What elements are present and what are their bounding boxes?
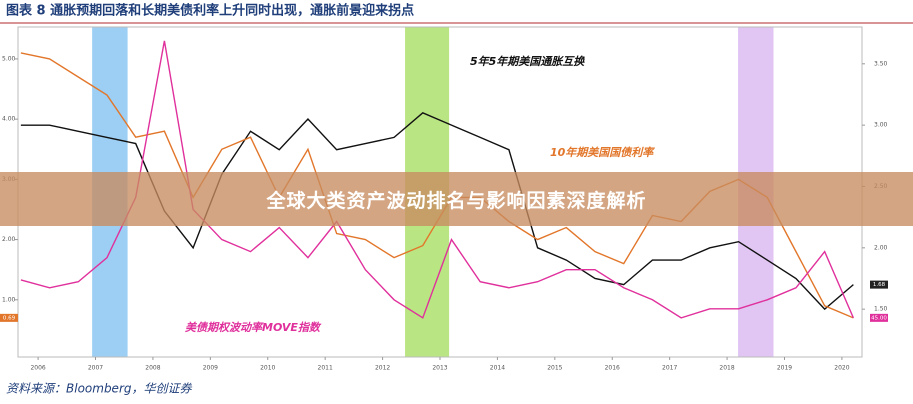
x-tick-label: 2013 xyxy=(432,365,447,372)
y2-tick-label: 2.00 xyxy=(874,244,888,251)
x-tick-label: 2020 xyxy=(834,365,849,372)
x-tick-label: 2009 xyxy=(203,365,218,372)
x-tick-label: 2011 xyxy=(318,365,333,372)
series-label: 5年5年期美国通胀互换 xyxy=(470,55,585,68)
x-tick-label: 2014 xyxy=(490,365,505,372)
x-tick-label: 2006 xyxy=(30,365,45,372)
series-label: 美债期权波动率MOVE指数 xyxy=(185,321,322,334)
x-tick-label: 2017 xyxy=(662,365,677,372)
y2-tick-label: 3.00 xyxy=(874,122,888,129)
y-tick-label: 4.00 xyxy=(2,116,16,123)
banner: 全球大类资产波动排名与影响因素深度解析 xyxy=(0,172,913,226)
y2-tick-label: 3.50 xyxy=(874,60,888,67)
end-tag-label: 45.00 xyxy=(871,315,887,321)
x-tick-label: 2010 xyxy=(260,365,275,372)
chart-title: 图表 8 通胀预期回落和长期美债利率上升同时出现，通胀前景迎来拐点 xyxy=(6,3,414,19)
y-tick-label: 2.00 xyxy=(2,236,16,243)
y-tick-label: 1.00 xyxy=(2,296,16,303)
end-tag xyxy=(870,280,888,289)
end-tag-label: 0.69 xyxy=(3,315,16,321)
x-tick-label: 2015 xyxy=(547,365,562,372)
x-tick-label: 2007 xyxy=(88,365,103,372)
end-tag xyxy=(0,313,18,322)
end-tag xyxy=(870,313,888,322)
x-tick-label: 2019 xyxy=(777,365,792,372)
end-tag-label: 1.68 xyxy=(873,282,886,288)
x-tick-label: 2008 xyxy=(145,365,160,372)
series-line xyxy=(20,40,855,319)
y-tick-label: 5.00 xyxy=(2,55,16,62)
source-note: 资料来源：Bloomberg，华创证券 xyxy=(6,382,192,396)
series-label: 10年期美国国债利率 xyxy=(550,146,655,159)
x-tick-label: 2012 xyxy=(375,365,390,372)
y2-tick-label: 1.50 xyxy=(874,306,888,313)
x-tick-label: 2018 xyxy=(719,365,734,372)
x-tick-label: 2016 xyxy=(605,365,620,372)
